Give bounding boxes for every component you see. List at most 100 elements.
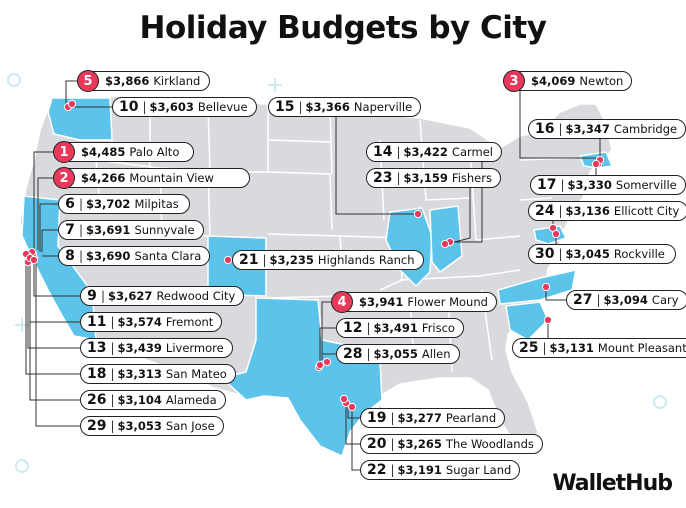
city-name: Carmel [451, 145, 493, 159]
city-label-mount-pleasant: 25 | $3,131 Mount Pleasant [512, 338, 686, 358]
rank-badge: 17 [537, 177, 557, 193]
leader-line-naperville [335, 117, 416, 215]
separator: | [390, 463, 395, 477]
city-label-newton: 3 $4,069 Newton [503, 70, 633, 92]
city-marker-rockville [551, 229, 561, 239]
budget-amount: $3,277 [397, 411, 442, 425]
leader-line-livermore [27, 262, 80, 349]
budget-amount: $3,690 [86, 249, 131, 263]
city-label-cary: 27 | $3,094 Cary [566, 290, 686, 310]
city-markers [21, 99, 605, 412]
city-name: The Woodlands [445, 437, 534, 451]
city-name: Fremont [165, 315, 214, 329]
rank-badge: 1 [53, 141, 75, 163]
city-label-naperville: 15 | $3,366 Naperville [268, 97, 422, 117]
leader-line-cary [545, 289, 566, 301]
leader-line-palo-alto [33, 151, 58, 250]
leader-line-redwood-city [33, 262, 80, 297]
city-label-rockville: 30 | $3,045 Rockville [528, 244, 676, 264]
rank-badge: 7 [65, 222, 75, 238]
city-name: Somerville [615, 178, 677, 192]
city-label-bellevue: 10 | $3,603 Bellevue [112, 97, 257, 117]
city-label-frisco: 12 | $3,491 Frisco [336, 318, 464, 338]
city-marker-allen [315, 360, 325, 370]
separator: | [110, 341, 115, 355]
budget-amount: $3,941 [359, 295, 404, 309]
city-name: Palo Alto [129, 145, 180, 159]
city-label-fremont: 11 | $3,574 Fremont [80, 312, 223, 332]
city-name: Santa Clara [134, 249, 202, 263]
city-name: San Jose [165, 419, 215, 433]
leader-line-milpitas [39, 203, 58, 252]
rank-badge: 21 [239, 252, 259, 268]
city-name: Cary [651, 293, 679, 307]
city-label-sunnyvale: 7 | $3,691 Sunnyvale [58, 220, 204, 240]
city-marker-sugar-land [347, 402, 357, 412]
city-name: Milpitas [134, 197, 179, 211]
rank-badge: 13 [87, 340, 107, 356]
budget-amount: $3,691 [86, 223, 131, 237]
separator: | [110, 315, 115, 329]
city-marker-the-woodlands [339, 394, 349, 404]
city-name: Mount Pleasant [597, 341, 686, 355]
budget-amount: $3,159 [403, 171, 448, 185]
city-label-san-mateo: 18 | $3,313 San Mateo [80, 364, 236, 384]
city-name: Fishers [451, 171, 492, 185]
separator: | [262, 253, 267, 267]
leader-line-pearland [347, 405, 360, 419]
city-marker-san-jose [29, 255, 39, 265]
city-name: Sunnyvale [134, 223, 195, 237]
separator: | [366, 347, 371, 361]
rank-badge: 2 [53, 167, 75, 189]
city-name: Sugar Land [445, 463, 512, 477]
city-label-mountain-view: 2 $4,266 Mountain View [53, 167, 250, 189]
separator: | [542, 341, 547, 355]
city-marker-flower-mound [322, 357, 332, 367]
budget-amount: $3,104 [117, 393, 162, 407]
budget-amount: $3,866 [105, 74, 150, 88]
city-marker-somerville [591, 159, 601, 169]
rank-badge: 22 [367, 462, 387, 478]
city-name: Ellicott City [613, 204, 680, 218]
leader-lines [25, 80, 601, 471]
separator: | [110, 393, 115, 407]
rank-badge: 18 [87, 366, 107, 382]
city-name: Frisco [421, 321, 455, 335]
rank-badge: 16 [535, 121, 555, 137]
city-label-fishers: 23 | $3,159 Fishers [366, 168, 501, 188]
budget-amount: $4,069 [531, 74, 576, 88]
rank-badge: 3 [503, 70, 525, 92]
city-label-livermore: 13 | $3,439 Livermore [80, 338, 233, 358]
rank-badge: 26 [87, 392, 107, 408]
city-label-somerville: 17 | $3,330 Somerville [530, 175, 686, 195]
city-label-alameda: 26 | $3,104 Alameda [80, 390, 226, 410]
leader-line-newton [519, 91, 596, 159]
city-label-ellicott-city: 24 | $3,136 Ellicott City [528, 201, 686, 221]
wallethub-logo: WalletHub [552, 471, 673, 496]
city-label-the-woodlands: 20 | $3,265 The Woodlands [360, 434, 543, 454]
city-name: Allen [421, 347, 451, 361]
budget-amount: $3,191 [397, 463, 442, 477]
city-name: Livermore [165, 341, 224, 355]
separator: | [558, 204, 563, 218]
city-label-milpitas: 6 | $3,702 Milpitas [58, 194, 190, 214]
rank-badge: 29 [87, 418, 107, 434]
separator: | [298, 100, 303, 114]
city-label-palo-alto: 1 $4,485 Palo Alto [53, 141, 194, 163]
budget-amount: $3,131 [549, 341, 594, 355]
separator: | [79, 223, 84, 237]
city-marker-bellevue [67, 99, 77, 109]
city-label-allen: 28 | $3,055 Allen [336, 344, 460, 364]
budget-amount: $3,603 [149, 100, 194, 114]
budget-amount: $3,439 [117, 341, 162, 355]
budget-amount: $3,574 [117, 315, 162, 329]
rank-badge: 8 [65, 248, 75, 264]
budget-amount: $3,702 [86, 197, 131, 211]
rank-badge: 9 [87, 288, 97, 304]
budget-amount: $3,235 [269, 253, 314, 267]
budget-amount: $3,422 [403, 145, 448, 159]
separator: | [101, 289, 106, 303]
page-title: Holiday Budgets by City [139, 10, 547, 46]
budget-amount: $3,053 [117, 419, 162, 433]
city-marker-naperville [413, 209, 423, 219]
